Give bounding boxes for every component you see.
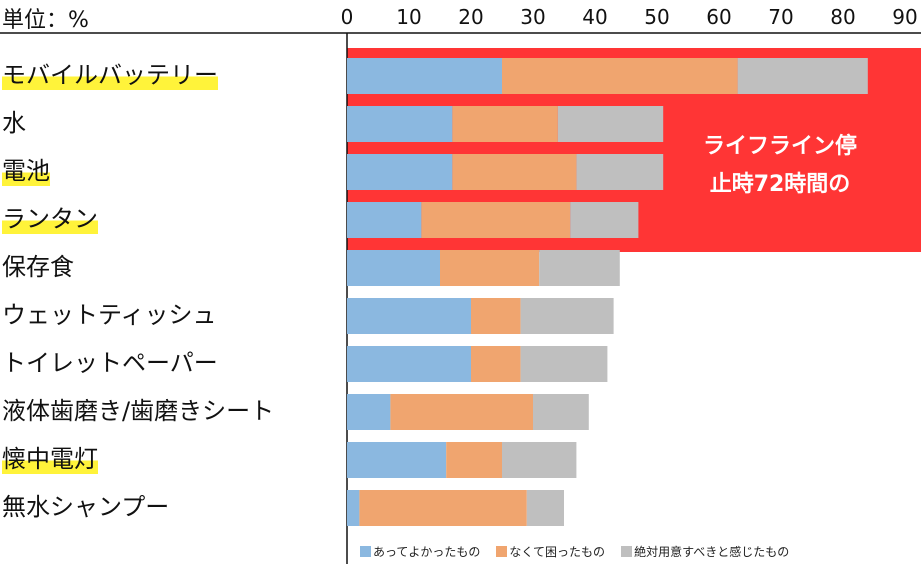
x-tick-label: 20 bbox=[458, 5, 483, 29]
legend-item: なくて困ったもの bbox=[496, 543, 605, 560]
bar-segment bbox=[347, 202, 422, 238]
bar-segment bbox=[440, 250, 540, 286]
x-tick-label: 60 bbox=[706, 5, 731, 29]
annotation-text: ライフライン停 止時72時間の bbox=[690, 128, 870, 204]
category-label: 水 bbox=[2, 109, 26, 137]
annotation-line: 止時72時間の bbox=[709, 172, 851, 197]
bar-segment bbox=[347, 250, 440, 286]
bar-segment bbox=[520, 346, 608, 382]
bar-segment bbox=[421, 202, 571, 238]
legend-item: 絶対用意すべきと感じたもの bbox=[621, 543, 789, 560]
bar-segment bbox=[520, 298, 614, 334]
bar-segment bbox=[502, 58, 738, 94]
bar-segment bbox=[347, 106, 453, 142]
bar-segment bbox=[347, 298, 471, 334]
bar-segment bbox=[347, 490, 360, 526]
annotation-line: ライフライン停 bbox=[702, 134, 857, 159]
legend-label: なくて困ったもの bbox=[509, 545, 606, 559]
bar-segment bbox=[347, 154, 453, 190]
bar-segment bbox=[390, 394, 533, 430]
x-tick-label: 80 bbox=[830, 5, 855, 29]
x-tick-label: 0 bbox=[341, 5, 354, 29]
bar-segment bbox=[452, 106, 558, 142]
bar-segment bbox=[359, 490, 527, 526]
bar-segment bbox=[347, 442, 447, 478]
legend-label: あってよかったもの bbox=[373, 545, 481, 559]
category-label: 懐中電灯 bbox=[2, 444, 98, 474]
bar-segment bbox=[347, 58, 502, 94]
legend-swatch bbox=[360, 546, 371, 557]
category-label: トイレットペーパー bbox=[2, 349, 218, 377]
unit-label: 単位：% bbox=[2, 8, 89, 33]
x-tick-label: 40 bbox=[582, 5, 607, 29]
category-label: ウェットティッシュ bbox=[2, 301, 217, 329]
bar-segment bbox=[557, 106, 664, 142]
legend: あってよかったもの なくて困ったもの 絶対用意すべきと感じたもの bbox=[360, 543, 789, 560]
category-label: 電池 bbox=[2, 156, 50, 186]
bar-segment bbox=[347, 346, 471, 382]
legend-item: あってよかったもの bbox=[360, 543, 480, 560]
legend-label: 絶対用意すべきと感じたもの bbox=[634, 545, 790, 559]
bar-segment bbox=[452, 154, 577, 190]
x-tick-label: 50 bbox=[644, 5, 669, 29]
x-tick-label: 30 bbox=[520, 5, 545, 29]
category-label: 液体歯磨き/歯磨きシート bbox=[2, 397, 275, 425]
category-label: ランタン bbox=[2, 204, 98, 234]
x-tick-label: 10 bbox=[396, 5, 421, 29]
bar-segment bbox=[576, 154, 664, 190]
bar-segment bbox=[737, 58, 868, 94]
category-label: モバイルバッテリー bbox=[2, 60, 218, 90]
category-label: 保存食 bbox=[2, 253, 74, 281]
bar-segment bbox=[526, 490, 564, 526]
legend-swatch bbox=[621, 546, 633, 557]
x-tick-label: 70 bbox=[768, 5, 793, 29]
bar-segment bbox=[471, 346, 521, 382]
bar-segment bbox=[347, 394, 391, 430]
bar-segment bbox=[539, 250, 620, 286]
bar-segment bbox=[446, 442, 502, 478]
legend-swatch bbox=[496, 546, 508, 557]
bar-segment bbox=[502, 442, 577, 478]
category-label: 無水シャンプー bbox=[2, 493, 170, 521]
bar-segment bbox=[533, 394, 589, 430]
bar-segment bbox=[570, 202, 639, 238]
bar-segment bbox=[471, 298, 521, 334]
x-tick-label: 90 bbox=[892, 5, 917, 29]
